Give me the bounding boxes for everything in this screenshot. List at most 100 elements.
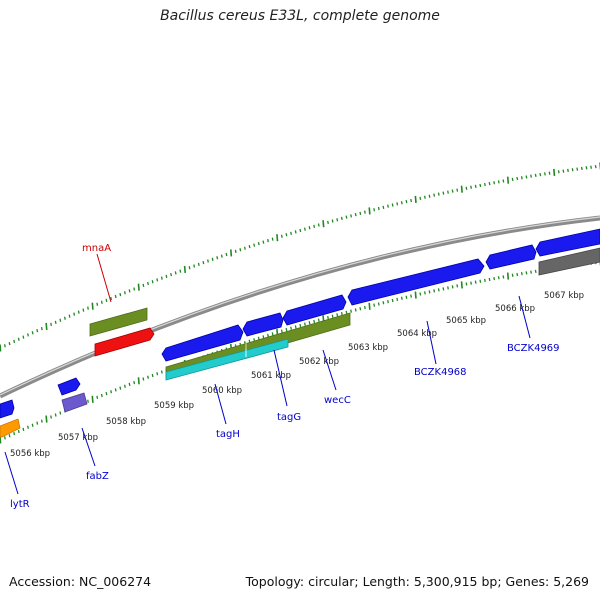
minor-tick <box>299 323 302 328</box>
minor-tick <box>502 275 505 279</box>
minor-tick <box>345 215 348 219</box>
feature-blue-tagH[interactable] <box>161 324 244 362</box>
minor-tick <box>331 219 334 223</box>
minor-tick <box>156 372 159 376</box>
feature-purple-fabZ[interactable] <box>61 392 88 413</box>
minor-tick <box>54 413 57 417</box>
minor-tick <box>497 180 500 184</box>
kbp-label: 5057 kbp <box>58 433 98 443</box>
kbp-label: 5066 kbp <box>495 304 535 314</box>
minor-tick <box>280 329 283 333</box>
minor-tick <box>3 344 6 348</box>
minor-tick <box>22 427 25 432</box>
minor-tick <box>474 280 477 284</box>
feature-blue-right[interactable] <box>535 228 600 257</box>
minor-tick <box>488 277 491 282</box>
minor-tick <box>110 390 113 394</box>
feature-gray[interactable] <box>538 247 600 276</box>
minor-tick <box>470 281 473 285</box>
minor-tick <box>123 291 126 295</box>
leader-lytR <box>4 451 19 495</box>
minor-tick <box>31 331 34 335</box>
minor-tick <box>391 298 394 303</box>
minor-tick <box>22 335 25 339</box>
minor-tick <box>262 335 265 339</box>
minor-tick <box>377 206 380 211</box>
feature-blue-1[interactable] <box>0 399 15 419</box>
minor-tick <box>128 289 131 293</box>
gene-label-wecC[interactable]: wecC <box>324 395 351 406</box>
gene-label-mnaA[interactable]: mnaA <box>82 243 111 254</box>
feature-mnaA-olive[interactable] <box>89 307 148 337</box>
minor-tick <box>73 312 76 316</box>
minor-tick <box>8 341 11 346</box>
minor-tick <box>396 297 399 302</box>
minor-tick <box>303 227 306 231</box>
feature-cyan[interactable] <box>165 338 289 381</box>
minor-tick <box>114 388 117 392</box>
minor-tick <box>451 189 454 193</box>
minor-tick <box>17 429 20 434</box>
leader-BCZK4969 <box>518 295 531 339</box>
feature-orange[interactable] <box>0 418 21 438</box>
feature-mnaA-red[interactable] <box>94 327 155 357</box>
minor-tick <box>119 386 122 390</box>
gene-label-fabZ[interactable]: fabZ <box>86 471 109 482</box>
gene-label-BCZK4969[interactable]: BCZK4969 <box>507 343 560 354</box>
minor-tick <box>133 380 136 385</box>
minor-tick <box>423 291 426 295</box>
minor-tick <box>428 194 431 198</box>
minor-tick <box>193 264 196 268</box>
minor-tick <box>433 193 436 197</box>
minor-tick <box>40 419 43 423</box>
minor-tick <box>151 373 154 378</box>
minor-tick <box>100 300 103 304</box>
minor-tick <box>562 169 565 173</box>
minor-tick <box>87 399 89 403</box>
minor-tick <box>534 173 537 178</box>
minor-tick <box>50 322 53 327</box>
major-tick <box>553 168 556 177</box>
minor-tick <box>77 310 80 314</box>
minor-tick <box>340 216 343 221</box>
minor-tick <box>105 392 108 396</box>
feature-blue-wecC[interactable] <box>282 294 347 326</box>
minor-tick <box>96 395 99 400</box>
kbp-label: 5064 kbp <box>397 329 437 339</box>
minor-tick <box>405 199 408 204</box>
minor-tick <box>437 288 440 292</box>
feature-blue-BCZK4969[interactable] <box>485 244 537 270</box>
feature-blue-2[interactable] <box>57 377 81 396</box>
minor-tick <box>410 198 413 203</box>
minor-tick <box>285 233 288 237</box>
minor-tick <box>299 228 302 233</box>
major-tick <box>368 207 371 215</box>
minor-tick <box>317 223 320 227</box>
minor-tick <box>239 248 242 252</box>
minor-tick <box>3 436 6 440</box>
feature-blue-BCZK4968[interactable] <box>347 258 485 306</box>
gene-label-tagG[interactable]: tagG <box>277 412 301 423</box>
minor-tick <box>82 308 85 312</box>
minor-tick <box>456 284 459 288</box>
gene-label-tagH[interactable]: tagH <box>216 429 240 440</box>
minor-tick <box>456 188 459 192</box>
minor-tick <box>571 168 574 172</box>
minor-tick <box>451 285 454 289</box>
minor-tick <box>530 270 533 274</box>
leader-tagH <box>214 383 227 425</box>
minor-tick <box>225 252 228 257</box>
leader-tagG <box>273 349 288 407</box>
minor-tick <box>530 174 533 178</box>
minor-tick <box>17 337 20 341</box>
minor-tick <box>133 287 136 291</box>
minor-tick <box>345 310 348 315</box>
minor-tick <box>590 165 593 169</box>
minor-tick <box>313 319 316 324</box>
feature-blue-tagG[interactable] <box>242 312 284 337</box>
minor-tick <box>234 249 237 253</box>
gene-label-BCZK4968[interactable]: BCZK4968 <box>414 367 467 378</box>
gene-label-lytR[interactable]: lytR <box>10 499 30 510</box>
kbp-label: 5059 kbp <box>154 401 194 411</box>
minor-tick <box>423 195 426 199</box>
